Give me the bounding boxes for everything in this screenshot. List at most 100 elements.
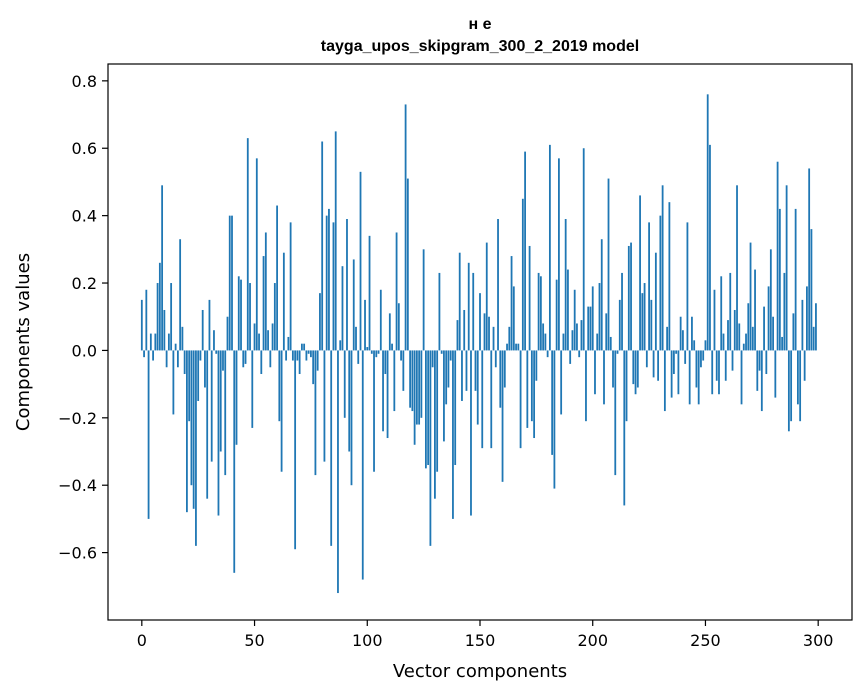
bar-178 <box>542 323 545 351</box>
bar-89 <box>341 266 344 351</box>
bar-177 <box>539 276 542 351</box>
y-tick-label-6: 0.6 <box>72 139 97 158</box>
bar-221 <box>639 195 641 351</box>
bar-22 <box>190 350 193 486</box>
bar-291 <box>796 350 799 405</box>
bar-64 <box>285 350 288 361</box>
bar-127 <box>427 350 430 465</box>
bar-184 <box>555 279 558 351</box>
bar-49 <box>251 350 254 428</box>
bar-70 <box>298 350 301 375</box>
bar-108 <box>384 350 387 375</box>
bar-163 <box>508 326 511 351</box>
bar-175 <box>535 350 538 381</box>
bar-55 <box>264 232 267 351</box>
bar-197 <box>585 350 587 422</box>
bar-208 <box>609 336 612 351</box>
bar-232 <box>663 350 666 412</box>
bar-284 <box>781 336 784 351</box>
bar-150 <box>479 293 481 351</box>
bar-34 <box>217 350 220 516</box>
y-axis-ticks: −0.6 −0.4 −0.2 0.0 0.2 0.4 0.6 0.8 <box>58 72 108 563</box>
bar-155 <box>490 350 493 449</box>
bar-227 <box>652 350 655 378</box>
bar-43 <box>237 276 240 351</box>
bar-286 <box>785 185 788 351</box>
bar-95 <box>355 326 357 351</box>
bar-133 <box>440 350 443 354</box>
bar-4 <box>149 333 152 351</box>
bar-242 <box>686 222 689 351</box>
bar-93 <box>350 350 353 486</box>
bar-181 <box>548 144 551 351</box>
bar-96 <box>357 350 360 364</box>
bar-52 <box>258 333 260 351</box>
bar-224 <box>645 350 648 368</box>
bar-123 <box>418 350 421 425</box>
bar-214 <box>623 350 626 506</box>
bar-196 <box>582 148 585 351</box>
bar-151 <box>481 350 484 449</box>
bar-191 <box>571 330 574 351</box>
bar-44 <box>240 279 242 351</box>
bar-180 <box>546 350 549 358</box>
bar-274 <box>758 350 761 371</box>
bar-61 <box>278 350 281 422</box>
bar-65 <box>287 336 290 351</box>
bar-60 <box>276 205 278 351</box>
bar-229 <box>657 350 660 381</box>
bar-282 <box>776 161 779 351</box>
bar-110 <box>388 313 391 351</box>
bar-68 <box>294 350 297 550</box>
bar-76 <box>312 350 315 385</box>
bar-159 <box>499 350 502 408</box>
bar-137 <box>449 350 452 361</box>
bar-131 <box>436 350 439 472</box>
bar-295 <box>806 286 808 351</box>
bar-174 <box>533 350 536 439</box>
bar-67 <box>291 350 294 361</box>
bar-213 <box>621 272 623 351</box>
bar-216 <box>627 245 630 351</box>
bar-259 <box>724 350 727 381</box>
bar-78 <box>316 350 319 371</box>
bar-27 <box>201 309 204 351</box>
x-axis-ticks: 0 50 100 150 200 250 300 <box>137 620 833 650</box>
bar-219 <box>634 350 637 395</box>
bar-9 <box>161 185 164 351</box>
y-tick-label-3: 0.0 <box>72 341 97 360</box>
bar-192 <box>573 289 576 351</box>
bar-268 <box>745 333 747 351</box>
bar-245 <box>693 340 696 351</box>
bar-141 <box>458 252 461 351</box>
bar-101 <box>368 235 371 351</box>
bar-32 <box>213 330 215 351</box>
bar-231 <box>661 185 664 351</box>
y-tick-label-7: 0.8 <box>72 72 97 91</box>
bar-17 <box>179 239 182 351</box>
chart-title-line1: н е <box>468 16 491 33</box>
bar-230 <box>659 215 662 351</box>
bar-236 <box>672 350 675 375</box>
bar-153 <box>485 242 488 351</box>
bar-115 <box>400 350 402 361</box>
bar-19 <box>183 350 186 375</box>
bar-283 <box>778 208 781 351</box>
bar-279 <box>769 249 772 351</box>
bar-187 <box>562 333 565 351</box>
bars-group <box>140 94 817 594</box>
bar-226 <box>650 299 653 351</box>
bar-233 <box>666 326 669 351</box>
bar-29 <box>206 350 209 499</box>
bar-243 <box>688 350 691 405</box>
bar-246 <box>695 350 698 388</box>
bar-206 <box>605 313 608 351</box>
bar-62 <box>280 350 283 472</box>
bar-287 <box>787 350 790 432</box>
bar-135 <box>445 350 448 405</box>
bar-238 <box>677 350 680 395</box>
bar-189 <box>567 269 569 351</box>
bar-58 <box>271 323 274 351</box>
bar-202 <box>596 333 599 351</box>
